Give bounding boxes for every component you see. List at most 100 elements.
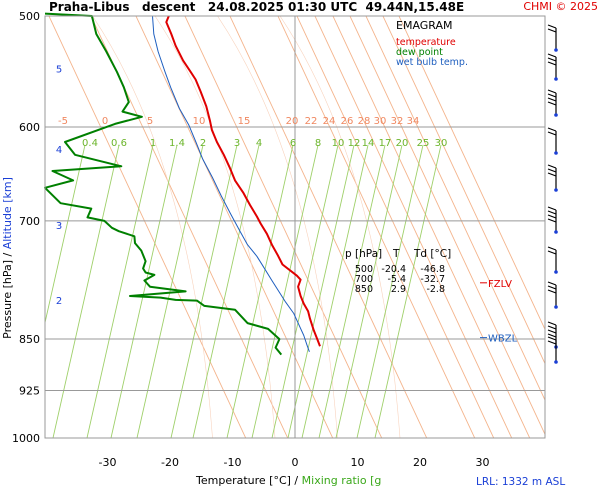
mixing-ratio-label: 20 [396, 138, 409, 149]
dry-adiabat-line [382, 16, 545, 365]
table-header: T [392, 248, 400, 260]
dry-adiabat-label: 15 [238, 116, 251, 127]
wind-barb-flag [547, 168, 557, 173]
wind-barb-flag [547, 250, 557, 255]
wind-barb-dot [554, 305, 558, 309]
mixing-ratio-label: 10 [332, 138, 345, 149]
wind-barb-flag [547, 61, 557, 66]
dry-adiabat-label: 24 [323, 116, 336, 127]
y-axis-title-pressure: Pressure [hPa] / [1, 252, 14, 338]
wind-barb-flag [547, 340, 557, 345]
wind-barb-flag [547, 325, 557, 330]
mixing-ratio-label: 30 [435, 138, 448, 149]
legend-item-label: wet bulb temp. [396, 57, 468, 68]
dry-adiabat-label: 10 [193, 116, 206, 127]
mixing-ratio-line [45, 144, 86, 325]
wind-barb-dot [554, 151, 558, 155]
dry-adiabat-line [349, 16, 545, 436]
x-axis-title-temperature: Temperature [°C] / [195, 474, 298, 487]
wind-barb [547, 246, 558, 274]
series-line-temperature [165, 15, 321, 347]
mixing-ratio-label: 17 [379, 138, 392, 149]
table-cell: 2.9 [391, 284, 406, 295]
dry-adiabat-label: 0 [102, 116, 108, 127]
wind-barb [547, 164, 558, 192]
temperature-tick-label: -20 [161, 456, 179, 469]
mixing-ratio-line [356, 144, 424, 438]
lrl-label: LRL: 1332 m ASL [476, 476, 565, 488]
mixing-ratio-line [251, 144, 319, 438]
dry-adiabat-label: 5 [147, 116, 153, 127]
dry-adiabat-label: 28 [358, 116, 371, 127]
wind-barb [547, 53, 558, 81]
mixing-ratio-line [170, 144, 238, 438]
wbzl-label: WBZL [488, 334, 518, 345]
mixing-ratio-line [318, 144, 386, 438]
wind-barb-flag [547, 281, 557, 286]
mixing-ratio-line [192, 144, 260, 438]
table-cell: -20.4 [381, 264, 406, 275]
plot-frame [44, 15, 546, 439]
dry-adiabat-label: 22 [305, 116, 318, 127]
wind-barb-flag [547, 206, 557, 211]
dry-adiabat-label: 34 [407, 116, 420, 127]
mixing-ratio-label: 14 [362, 138, 375, 149]
wind-barb [547, 281, 558, 309]
wind-barb-dot [554, 113, 558, 117]
mixing-ratio-line [52, 144, 120, 438]
dry-adiabat-line [277, 16, 476, 438]
chart-title: Praha-Libus descent 24.08.2025 01:30 UTC… [49, 0, 465, 14]
dry-adiabat-line [90, 16, 289, 438]
wind-barb-dot [554, 77, 558, 81]
moist-adiabat-line [217, 16, 338, 438]
dry-adiabat-line [48, 16, 247, 438]
temperature-tick-label: 0 [292, 456, 299, 469]
wind-barb-flag [547, 336, 557, 341]
wind-barb-flag [547, 172, 557, 177]
table-cell: -5.4 [387, 274, 406, 285]
wind-barb-flag [547, 89, 557, 94]
wind-barb [547, 336, 558, 364]
table-header: p [hPa] [345, 248, 382, 260]
wind-barb-flag [547, 333, 557, 338]
mixing-ratio-line [287, 144, 355, 438]
dry-adiabat-label: 30 [374, 116, 387, 127]
wind-barb-flag [547, 28, 557, 33]
wind-barb-dot [554, 360, 558, 364]
mixing-ratio-label: 12 [348, 138, 361, 149]
wind-barb-flag [547, 53, 557, 58]
x-axis-title: Temperature [°C] / Mixing ratio [g [195, 474, 381, 487]
dry-adiabat-line [398, 16, 545, 331]
pressure-tick-label: 500 [19, 10, 40, 23]
wind-barb-flag [547, 93, 557, 98]
dry-adiabat-line [229, 16, 428, 438]
legend-item-label: temperature [396, 37, 456, 48]
wind-barb-flag [547, 97, 557, 102]
dry-adiabat-line [365, 16, 545, 402]
table-cell: -2.8 [426, 284, 445, 295]
pressure-tick-label: 1000 [12, 432, 40, 445]
wind-barb-flag [547, 131, 557, 136]
legend-item-label: dew point [396, 47, 443, 58]
mixing-ratio-line [335, 144, 403, 438]
mixing-ratio-label: 1.4 [169, 138, 185, 149]
mixing-ratio-line [136, 144, 204, 438]
mixing-ratio-label: 4 [256, 138, 262, 149]
table-cell: 500 [355, 264, 373, 275]
temperature-tick-label: 30 [476, 456, 490, 469]
copyright: CHMI © 2025 [523, 0, 598, 13]
dry-adiabat-line [314, 16, 513, 438]
mixing-ratio-label: 6 [290, 138, 296, 149]
dry-adiabat-label: 26 [341, 116, 354, 127]
temperature-tick-label: 20 [413, 456, 427, 469]
wind-barb-dot [554, 230, 558, 234]
mixing-ratio-line [110, 144, 178, 438]
dry-adiabat-label: -5 [58, 116, 68, 127]
dry-adiabat-line [296, 16, 495, 438]
mixing-ratio-label: 3 [234, 138, 240, 149]
pressure-tick-label: 850 [19, 333, 40, 346]
altitude-tick-label: 5 [56, 64, 62, 75]
wind-barb-flag [547, 210, 557, 215]
